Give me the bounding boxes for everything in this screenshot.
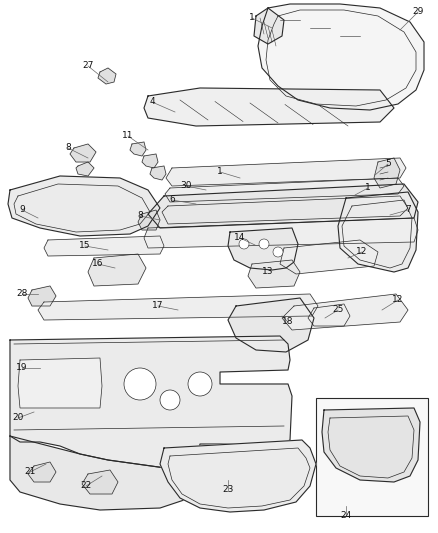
Polygon shape bbox=[228, 298, 314, 352]
Circle shape bbox=[124, 368, 156, 400]
Text: 8: 8 bbox=[137, 212, 143, 221]
Polygon shape bbox=[98, 68, 116, 84]
Polygon shape bbox=[280, 240, 378, 274]
Text: 6: 6 bbox=[169, 196, 175, 205]
Polygon shape bbox=[70, 144, 96, 162]
Text: 1: 1 bbox=[249, 13, 255, 22]
Text: 18: 18 bbox=[282, 318, 294, 327]
Circle shape bbox=[188, 372, 212, 396]
Circle shape bbox=[239, 239, 249, 249]
Polygon shape bbox=[10, 336, 292, 470]
Text: 17: 17 bbox=[152, 302, 164, 311]
Polygon shape bbox=[88, 254, 146, 286]
Circle shape bbox=[160, 390, 180, 410]
Polygon shape bbox=[165, 178, 404, 202]
Bar bbox=[316, 398, 428, 516]
Polygon shape bbox=[322, 408, 420, 482]
Text: 23: 23 bbox=[223, 486, 234, 495]
Text: 4: 4 bbox=[149, 98, 155, 107]
Polygon shape bbox=[142, 154, 158, 168]
Polygon shape bbox=[150, 166, 166, 180]
Circle shape bbox=[259, 239, 269, 249]
Text: 27: 27 bbox=[82, 61, 94, 70]
Text: 25: 25 bbox=[332, 305, 344, 314]
Polygon shape bbox=[248, 260, 300, 288]
Polygon shape bbox=[10, 436, 200, 510]
Polygon shape bbox=[138, 210, 160, 230]
Text: 14: 14 bbox=[234, 233, 246, 243]
Polygon shape bbox=[148, 184, 418, 228]
Text: 11: 11 bbox=[122, 132, 134, 141]
Text: 15: 15 bbox=[79, 241, 91, 251]
Polygon shape bbox=[166, 158, 406, 186]
Text: 20: 20 bbox=[12, 414, 24, 423]
Circle shape bbox=[273, 247, 283, 257]
Polygon shape bbox=[130, 142, 146, 156]
Polygon shape bbox=[82, 470, 118, 494]
Polygon shape bbox=[18, 358, 102, 408]
Polygon shape bbox=[44, 236, 164, 256]
Polygon shape bbox=[144, 218, 418, 248]
Text: 19: 19 bbox=[16, 364, 28, 373]
Text: 28: 28 bbox=[16, 289, 28, 298]
Polygon shape bbox=[228, 228, 298, 270]
Text: 13: 13 bbox=[262, 268, 274, 277]
Polygon shape bbox=[308, 304, 350, 326]
Text: 9: 9 bbox=[19, 206, 25, 214]
Polygon shape bbox=[374, 158, 400, 188]
Text: 7: 7 bbox=[405, 206, 411, 214]
Polygon shape bbox=[258, 4, 424, 110]
Text: 29: 29 bbox=[412, 7, 424, 17]
Polygon shape bbox=[38, 294, 318, 320]
Text: 1: 1 bbox=[217, 167, 223, 176]
Polygon shape bbox=[144, 88, 394, 126]
Polygon shape bbox=[76, 162, 94, 176]
Text: 12: 12 bbox=[392, 295, 404, 304]
Text: 5: 5 bbox=[385, 159, 391, 168]
Text: 22: 22 bbox=[81, 481, 92, 490]
Text: 24: 24 bbox=[340, 512, 352, 521]
Text: 12: 12 bbox=[356, 247, 367, 256]
Text: 16: 16 bbox=[92, 260, 104, 269]
Text: 21: 21 bbox=[25, 467, 35, 477]
Text: 30: 30 bbox=[180, 182, 192, 190]
Text: 8: 8 bbox=[65, 143, 71, 152]
Text: 1: 1 bbox=[365, 183, 371, 192]
Polygon shape bbox=[28, 462, 56, 482]
Polygon shape bbox=[8, 176, 160, 236]
Polygon shape bbox=[160, 440, 316, 512]
Polygon shape bbox=[282, 294, 408, 330]
Polygon shape bbox=[338, 192, 418, 272]
Polygon shape bbox=[28, 286, 56, 306]
Polygon shape bbox=[254, 8, 284, 44]
